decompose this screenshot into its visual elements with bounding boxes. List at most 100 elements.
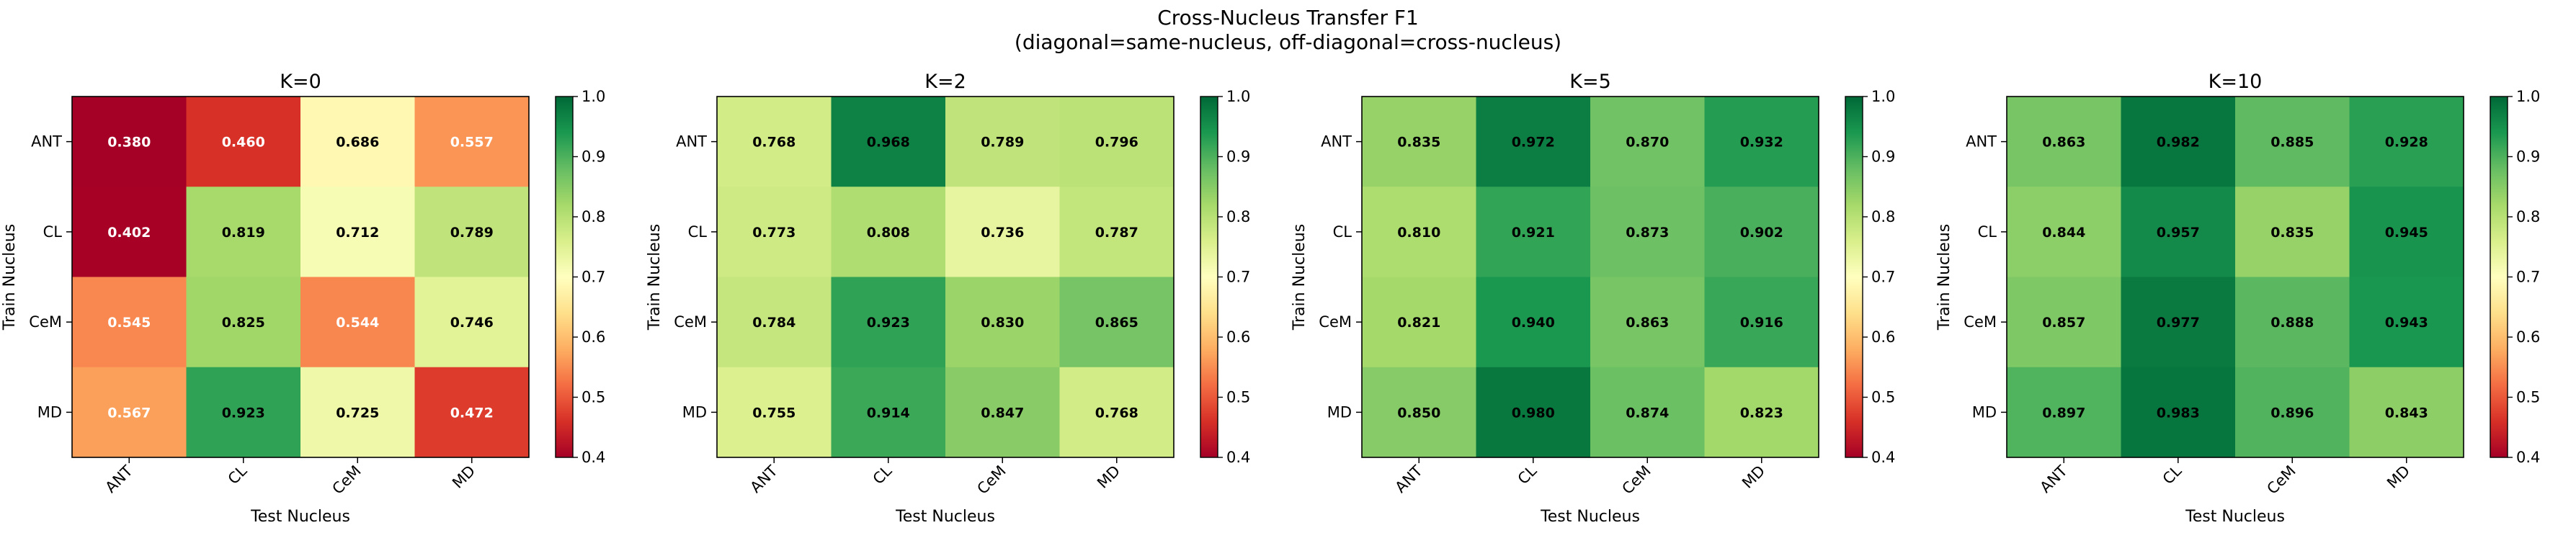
y-tick-label: MD — [1972, 403, 1997, 421]
cell-value-label: 0.977 — [2157, 315, 2200, 331]
colorbar-tick-label: 0.5 — [2516, 389, 2540, 406]
colorbar-tick-label: 0.9 — [1871, 148, 1895, 166]
colorbar-tick-label: 1.0 — [2516, 88, 2540, 105]
colorbar — [2490, 96, 2508, 458]
cell-value-label: 0.789 — [981, 135, 1024, 151]
cell-value-label: 0.888 — [2270, 315, 2314, 331]
x-tick-label: MD — [1094, 462, 1123, 492]
cell-value-label: 0.380 — [107, 135, 151, 151]
heatmap-cell — [2235, 277, 2350, 368]
cell-value-label: 0.897 — [2042, 405, 2085, 421]
heatmap-cell — [300, 97, 415, 187]
cell-value-label: 0.773 — [752, 225, 795, 241]
y-tick-label: ANT — [1321, 133, 1352, 151]
x-axis-label: Test Nucleus — [1540, 508, 1640, 526]
colorbar-tick-label: 1.0 — [1871, 88, 1895, 105]
x-tick-label: MD — [449, 462, 478, 492]
panel-title: K=2 — [924, 71, 966, 93]
cell-value-label: 0.968 — [867, 135, 910, 151]
heatmap-cell — [2235, 187, 2350, 277]
y-tick-label: MD — [1327, 403, 1352, 421]
heatmap-cell — [300, 367, 415, 458]
colorbar-tick-label: 0.4 — [2516, 449, 2540, 466]
cell-value-label: 0.916 — [1740, 315, 1783, 331]
heatmap-cell — [717, 277, 832, 368]
cell-value-label: 0.957 — [2157, 225, 2200, 241]
cell-value-label: 0.768 — [752, 135, 795, 151]
colorbar-tick-label: 0.5 — [1226, 389, 1250, 406]
x-tick-label: CL — [1515, 462, 1541, 488]
heatmap-cell — [1059, 277, 1175, 368]
heatmap-cell — [1590, 367, 1705, 458]
y-tick-label: MD — [37, 403, 62, 421]
cell-value-label: 0.825 — [222, 315, 265, 331]
colorbar-tick-label: 1.0 — [581, 88, 605, 105]
heatmap-panel-0: K=0 0.380 0.460 0.686 0.557 0.402 0.819 0.712 0.… — [1, 71, 605, 526]
x-tick-label: ANT — [746, 462, 780, 496]
x-tick-label: ANT — [102, 462, 135, 496]
heatmap-cell — [186, 277, 301, 368]
cell-value-label: 0.819 — [222, 225, 265, 241]
y-tick-label: CL — [1978, 223, 1997, 241]
cell-value-label: 0.787 — [1095, 225, 1138, 241]
cell-value-label: 0.928 — [2385, 135, 2428, 151]
x-tick-label: CeM — [329, 462, 364, 498]
x-tick-label: CeM — [2263, 462, 2299, 498]
x-tick-label: CeM — [1618, 462, 1654, 498]
x-axis-label: Test Nucleus — [250, 508, 350, 526]
cell-value-label: 0.932 — [1740, 135, 1783, 151]
cell-value-label: 0.870 — [1626, 135, 1669, 151]
y-tick-label: CeM — [674, 313, 707, 331]
panel-title: K=0 — [280, 71, 321, 93]
heatmap-cell — [717, 187, 832, 277]
cell-value-label: 0.863 — [1626, 315, 1669, 331]
colorbar-tick-label: 0.8 — [2516, 208, 2540, 225]
y-tick-label: CL — [1333, 223, 1352, 241]
heatmap-cell — [2007, 97, 2121, 187]
x-tick-label: MD — [2384, 462, 2413, 492]
heatmap-cell — [2121, 277, 2236, 368]
cell-value-label: 0.863 — [2042, 135, 2085, 151]
cell-value-label: 0.725 — [336, 405, 379, 421]
heatmap-cell — [1704, 97, 1819, 187]
heatmap-cell — [414, 187, 530, 277]
heatmap-cell — [72, 187, 187, 277]
figure-subtitle: (diagonal=same-nucleus, off-diagonal=cro… — [1014, 30, 1562, 54]
heatmap-cell — [72, 367, 187, 458]
cell-value-label: 0.796 — [1095, 135, 1138, 151]
x-tick-label: ANT — [1391, 462, 1425, 496]
colorbar-tick-label: 0.6 — [581, 328, 605, 346]
cell-value-label: 0.983 — [2157, 405, 2200, 421]
cell-value-label: 0.972 — [1512, 135, 1555, 151]
panel-title: K=10 — [2209, 71, 2263, 93]
heatmap-cell — [72, 97, 187, 187]
heatmap-cell — [2349, 187, 2464, 277]
colorbar-tick-label: 0.9 — [581, 148, 605, 166]
cell-value-label: 0.857 — [2042, 315, 2085, 331]
cell-value-label: 0.885 — [2270, 135, 2314, 151]
y-tick-label: ANT — [1966, 133, 1997, 151]
cell-value-label: 0.902 — [1740, 225, 1783, 241]
heatmap-panel-1: K=2 0.768 0.968 0.789 0.796 0.773 0.808 0.736 0.… — [646, 71, 1250, 526]
colorbar-tick-label: 0.6 — [1871, 328, 1895, 346]
x-tick-label: CL — [2160, 462, 2185, 488]
heatmap-cell — [2349, 97, 2464, 187]
colorbar — [1845, 96, 1863, 458]
cell-value-label: 0.940 — [1512, 315, 1555, 331]
heatmap-cell — [414, 277, 530, 368]
cell-value-label: 0.844 — [2042, 225, 2085, 241]
heatmap-cell — [717, 97, 832, 187]
x-tick-label: CL — [870, 462, 896, 488]
heatmap-cell — [2349, 367, 2464, 458]
cell-value-label: 0.945 — [2385, 225, 2428, 241]
cell-value-label: 0.736 — [981, 225, 1024, 241]
heatmap-panel-2: K=5 0.835 0.972 0.870 0.932 0.810 0.921 0.873 0.… — [1291, 71, 1895, 526]
heatmap-cell — [717, 367, 832, 458]
cell-value-label: 0.768 — [1095, 405, 1138, 421]
x-tick-label: CL — [225, 462, 251, 488]
heatmap-cell — [2007, 277, 2121, 368]
heatmap-cell — [1704, 187, 1819, 277]
cell-value-label: 0.460 — [222, 135, 265, 151]
heatmap-cell — [831, 187, 946, 277]
